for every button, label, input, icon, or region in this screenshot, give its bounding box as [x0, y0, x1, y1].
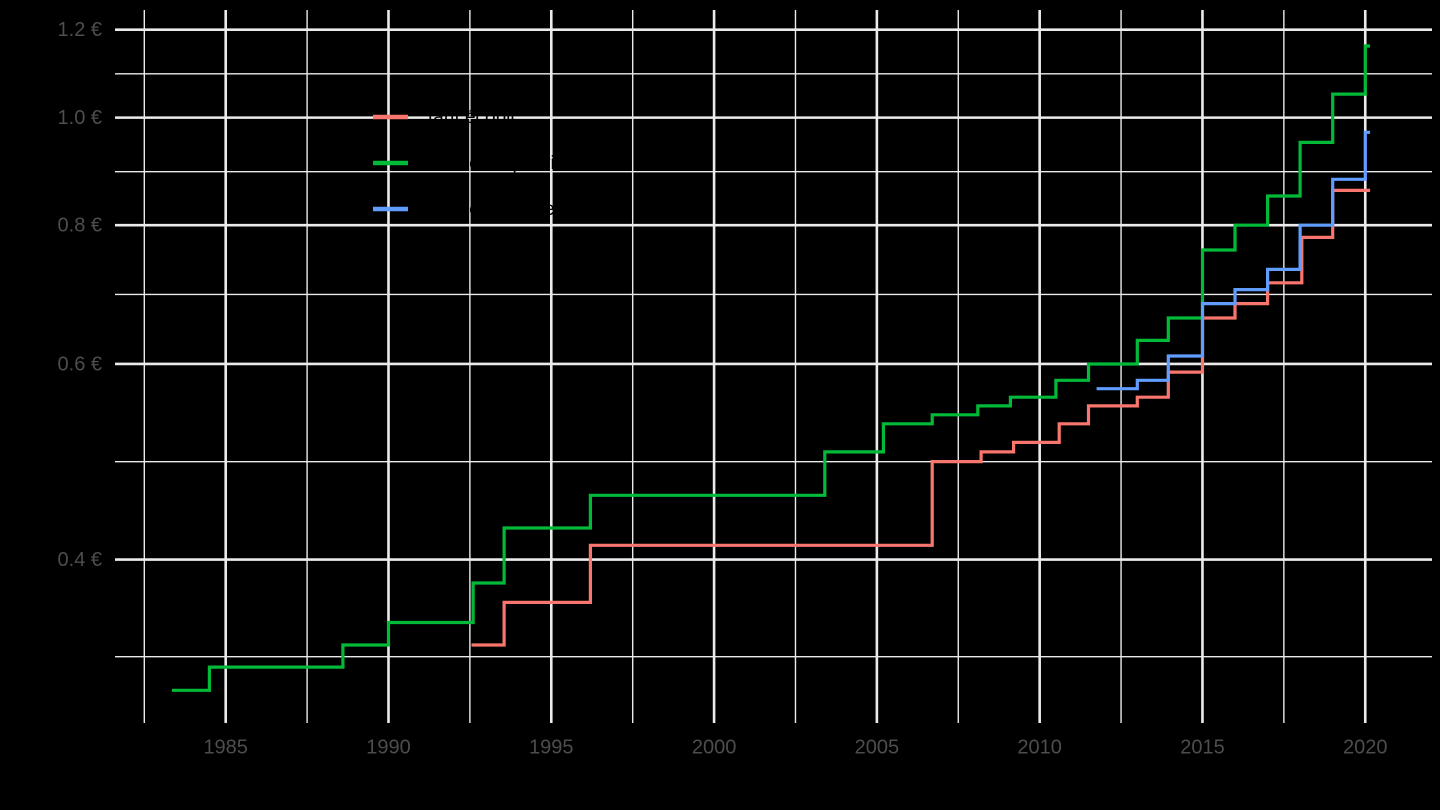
legend-label: tarif lettre prioritaire: [428, 153, 592, 174]
y-axis-tick-label: 0.4 €: [58, 549, 102, 571]
series-layer: [172, 44, 1371, 692]
legend-entry: tarif écopli: [373, 107, 515, 128]
series-line-tarif-ecopli: [471, 188, 1371, 647]
x-axis-tick-label: 1995: [529, 736, 574, 758]
plot-panel: [115, 10, 1432, 723]
y-axis-tick-label: 0.8 €: [58, 215, 102, 237]
chart-legend: tarif écopli tarif lettre prioritaire tari…: [373, 107, 592, 220]
x-axis-tick-label: 2000: [692, 736, 737, 758]
y-axis-tick-label: 1.0 €: [58, 107, 102, 129]
x-axis-tick-label: 2020: [1343, 736, 1388, 758]
x-axis-tick-label: 1990: [366, 736, 411, 758]
axis-labels: 1985 1990 1995 2000 2005 2010 2015 2020 0.4 € 0.6…: [58, 19, 1388, 758]
legend-entry: tarif lettre prioritaire: [373, 153, 592, 174]
series-line-tarif-lettre-prioritaire: [172, 44, 1371, 692]
legend-label: tarif lettre verte: [428, 199, 555, 220]
x-axis-tick-label: 1985: [203, 736, 248, 758]
series-line-tarif-lettre-verte: [1096, 130, 1371, 391]
grid-layer: [115, 10, 1432, 723]
legend-label: tarif écopli: [428, 107, 515, 128]
x-axis-tick-label: 2005: [855, 736, 900, 758]
x-axis-tick-label: 2015: [1180, 736, 1225, 758]
y-axis-tick-label: 0.6 €: [58, 353, 102, 375]
legend-entry: tarif lettre verte: [373, 199, 555, 220]
y-axis-tick-label: 1.2 €: [58, 19, 102, 41]
x-axis-tick-label: 2010: [1017, 736, 1062, 758]
